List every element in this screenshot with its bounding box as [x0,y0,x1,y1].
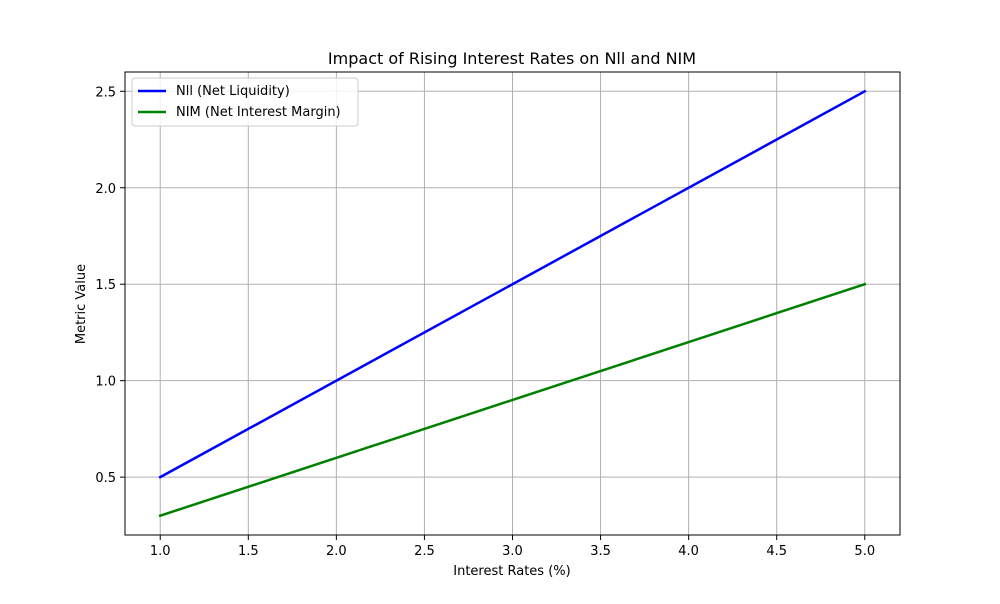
x-tick-label: 3.0 [502,544,523,559]
y-tick-label: 2.5 [95,85,116,100]
legend-label-nim: NIM (Net Interest Margin) [176,105,341,120]
series-lines [158,89,867,518]
legend-box [131,77,359,127]
x-tick-label: 4.0 [678,544,699,559]
y-tick-label: 1.0 [95,375,116,390]
x-tick-label: 1.5 [238,544,259,559]
legend-label-nll: Nll (Net Liquidity) [176,84,290,99]
y-tick-label: 0.5 [95,471,116,486]
series-line-nll [158,89,867,479]
x-tick-label: 1.0 [150,544,171,559]
y-tick-label: 1.5 [95,278,116,293]
axis-ticks: 1.0 1.5 2.0 2.5 3.0 3.5 4.0 4.5 5.0 0.5 1.0 1.5 2.0 2… [95,85,875,559]
x-tick-label: 2.0 [326,544,347,559]
x-tick-label: 2.5 [414,544,435,559]
x-tick-label: 4.5 [766,544,787,559]
x-tick-label: 5.0 [854,544,875,559]
x-axis-label: Interest Rates (%) [453,564,570,579]
chart-title: Impact of Rising Interest Rates on Nll a… [328,49,696,68]
legend: Nll (Net Liquidity) NIM (Net Interest Ma… [131,77,359,127]
grid [125,72,900,535]
y-axis-label: Metric Value [74,264,89,344]
y-tick-label: 2.0 [95,182,116,197]
x-tick-label: 3.5 [590,544,611,559]
series-line-nim [158,282,867,518]
